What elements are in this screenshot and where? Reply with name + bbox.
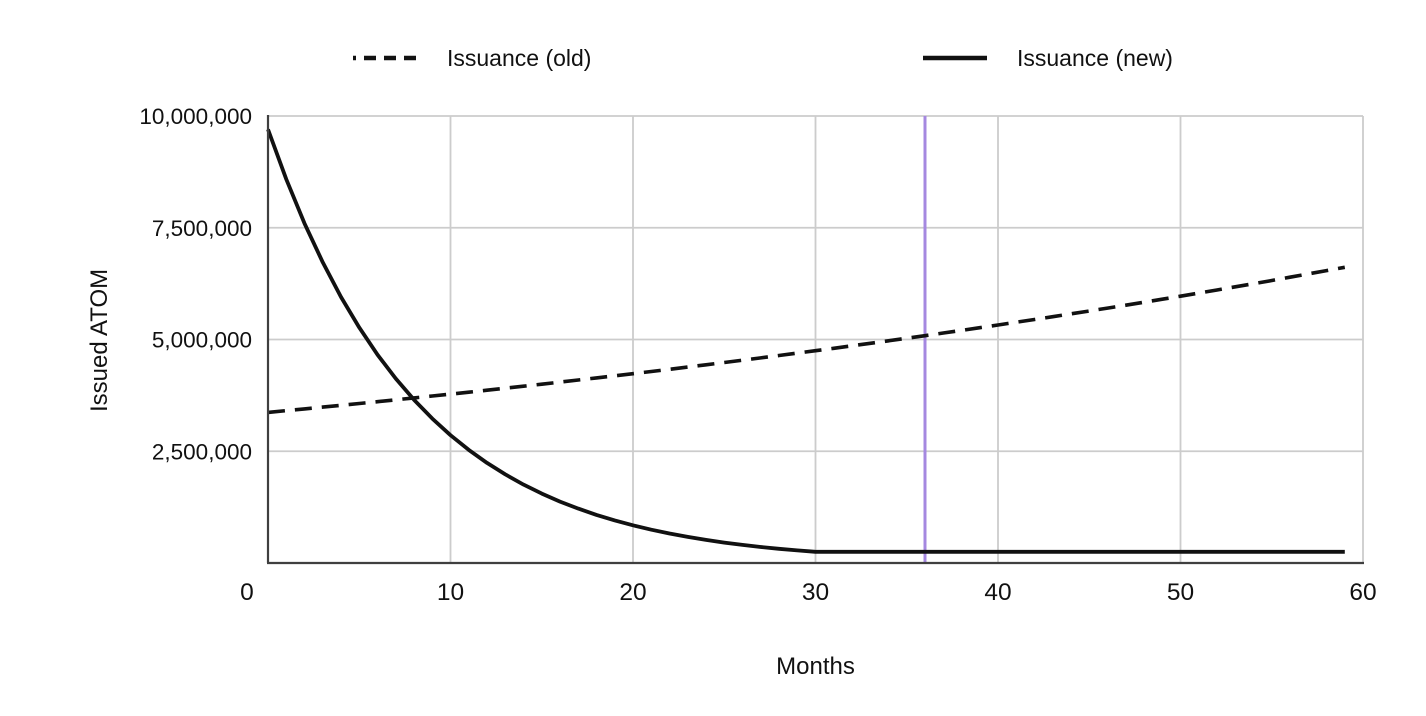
y-tick-label: 7,500,000 [152, 216, 252, 241]
legend-item-issuance-old: Issuance (old) [353, 41, 591, 75]
legend-item-issuance-new: Issuance (new) [923, 41, 1173, 75]
x-tick-label: 20 [619, 579, 646, 606]
x-tick-label: 10 [437, 579, 464, 606]
y-tick-labels: 2,500,000 5,000,000 7,500,000 10,000,000 [139, 104, 252, 464]
x-tick-label: 30 [802, 579, 829, 606]
x-tick-label: 60 [1349, 579, 1376, 606]
axis-spines [266, 115, 1364, 565]
x-axis-title: Months [776, 653, 855, 680]
x-tick-label: 40 [984, 579, 1011, 606]
y-tick-label: 5,000,000 [152, 328, 252, 353]
gridlines [268, 115, 1364, 563]
y-axis-title: Issued ATOM [86, 268, 113, 412]
x-tick-labels: 0 10 20 30 40 50 60 [240, 579, 1376, 606]
y-tick-label: 10,000,000 [139, 104, 252, 129]
legend-label-old: Issuance (old) [447, 44, 592, 71]
dashed-line-sample-icon [353, 55, 417, 61]
solid-line-sample-icon [923, 55, 987, 61]
x-tick-label: 0 [240, 579, 254, 606]
x-tick-label: 50 [1167, 579, 1194, 606]
y-tick-label: 2,500,000 [152, 439, 252, 464]
series-line-issuance-new [266, 128, 1345, 554]
legend-label-new: Issuance (new) [1017, 44, 1173, 71]
series-line-issuance-old [267, 265, 1346, 415]
